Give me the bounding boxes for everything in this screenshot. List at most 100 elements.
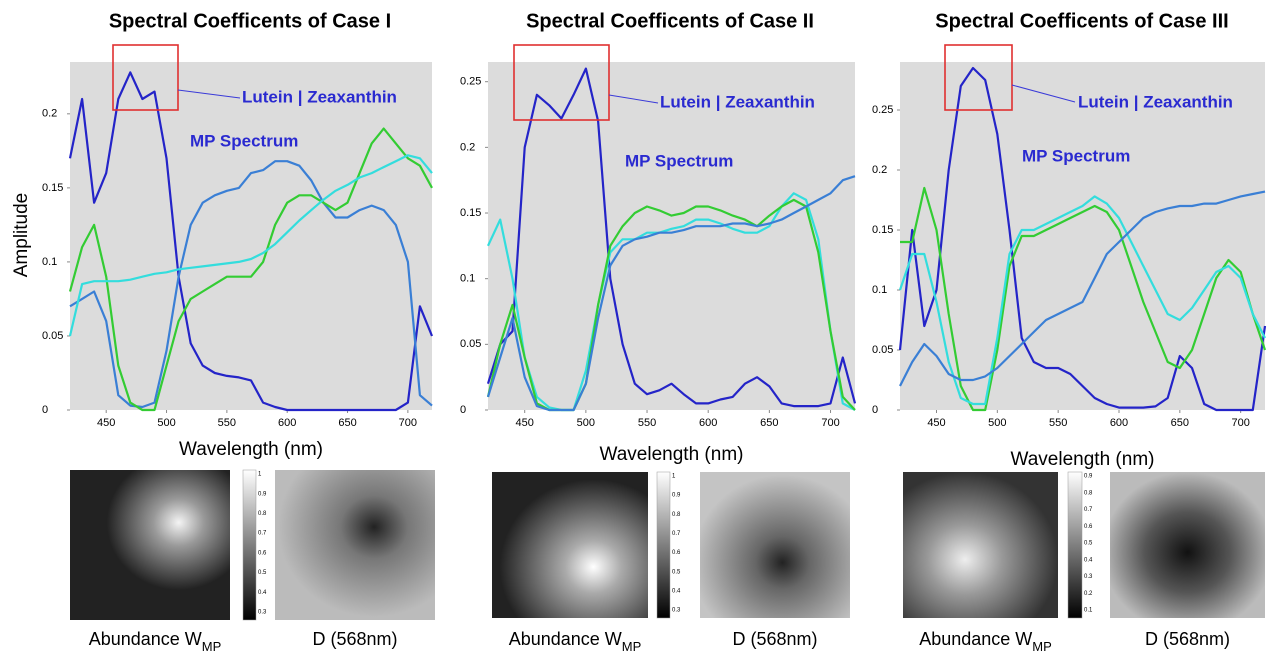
abundance-caption: Abundance WMP — [509, 629, 642, 654]
image-caption: D (568nm) — [1145, 629, 1230, 649]
chart-title: Spectral Coefficents of Case III — [935, 10, 1228, 32]
y-tick-label: 0 — [460, 404, 466, 416]
x-axis-label: Wavelength (nm) — [1011, 449, 1155, 470]
colorbar — [656, 471, 671, 619]
leader-line — [608, 94, 659, 104]
x-tick-label: 700 — [821, 417, 839, 429]
plot-area — [488, 62, 855, 410]
colorbar-tick-label: 1 — [672, 474, 676, 480]
x-tick-label: 650 — [338, 417, 356, 429]
colorbar-tick-label: 0.7 — [1084, 507, 1093, 513]
x-tick-label: 550 — [638, 417, 656, 429]
y-tick-label: 0.05 — [872, 344, 893, 356]
y-tick-label: 0.1 — [42, 256, 57, 268]
x-axis-label: Wavelength (nm) — [179, 439, 323, 460]
series-line — [898, 195, 1266, 406]
colorbar-tick-label: 0.3 — [258, 610, 267, 616]
colorbar — [1067, 471, 1083, 619]
y-tick-label: 0.1 — [872, 284, 887, 296]
colorbar-tick-label: 0.9 — [1084, 474, 1093, 480]
abundance-caption: Abundance WMP — [919, 629, 1052, 654]
series-line — [486, 175, 856, 412]
colorbar-tick-label: 1 — [258, 472, 262, 478]
y-tick-label: 0.05 — [42, 330, 63, 342]
highlight-box — [112, 44, 179, 111]
caption-text: Abundance W — [509, 629, 622, 649]
y-tick-label: 0 — [872, 404, 878, 416]
y-tick-label: 0.15 — [42, 182, 63, 194]
annotation: Lutein | Zeaxanthin — [242, 87, 397, 106]
colorbar-tick-label: 0.6 — [672, 550, 681, 556]
x-tick-label: 550 — [1049, 417, 1067, 429]
annotation: Lutein | Zeaxanthin — [660, 92, 815, 111]
x-tick-label: 650 — [760, 417, 778, 429]
retina-image — [1110, 472, 1265, 618]
abundance-map — [492, 472, 648, 618]
caption-subscript: MP — [1032, 639, 1052, 654]
y-tick-label: 0.25 — [460, 76, 481, 88]
series-line — [898, 66, 1267, 412]
colorbar-tick-label: 0.7 — [672, 531, 681, 537]
caption-subscript: MP — [622, 639, 642, 654]
series-line — [68, 71, 434, 412]
highlight-box — [513, 44, 610, 121]
y-tick-label: 0.2 — [872, 164, 887, 176]
y-tick-label: 0.2 — [460, 141, 475, 153]
series-line — [68, 127, 433, 412]
series-line — [68, 154, 433, 337]
x-tick-label: 450 — [516, 417, 534, 429]
colorbar-tick-label: 0.2 — [1084, 591, 1093, 597]
x-tick-label: 600 — [1110, 417, 1128, 429]
x-tick-label: 600 — [278, 417, 296, 429]
colorbar-tick-label: 0.6 — [1084, 524, 1093, 530]
annotation: MP Spectrum — [1022, 146, 1130, 165]
y-tick-label: 0.15 — [872, 224, 893, 236]
colorbar-tick-label: 0.9 — [258, 491, 267, 497]
abundance-caption: Abundance WMP — [89, 629, 222, 654]
retina-image — [275, 470, 435, 620]
abundance-map — [70, 470, 230, 620]
retina-image — [700, 472, 850, 618]
leader-line — [177, 89, 241, 99]
y-axis-label: Amplitude — [11, 193, 32, 278]
abundance-map — [903, 472, 1058, 618]
colorbar-tick-label: 0.8 — [258, 511, 267, 517]
colorbar-tick-label: 0.3 — [672, 608, 681, 614]
x-tick-label: 450 — [927, 417, 945, 429]
x-tick-label: 600 — [699, 417, 717, 429]
x-tick-label: 450 — [97, 417, 115, 429]
colorbar-tick-label: 0.5 — [672, 569, 681, 575]
image-caption: D (568nm) — [312, 629, 397, 649]
x-tick-label: 700 — [399, 417, 417, 429]
colorbar-tick-label: 0.4 — [258, 590, 267, 596]
y-tick-label: 0.25 — [872, 104, 893, 116]
image-caption: D (568nm) — [732, 629, 817, 649]
caption-text: Abundance W — [919, 629, 1032, 649]
highlight-box — [944, 44, 1013, 111]
colorbar-tick-label: 0.9 — [672, 493, 681, 499]
y-tick-label: 0.05 — [460, 338, 481, 350]
x-tick-label: 650 — [1171, 417, 1189, 429]
x-tick-label: 500 — [988, 417, 1006, 429]
x-axis-label: Wavelength (nm) — [600, 444, 744, 465]
x-tick-label: 500 — [577, 417, 595, 429]
colorbar-tick-label: 0.4 — [672, 588, 681, 594]
colorbar-tick-label: 0.6 — [258, 550, 267, 556]
plot-area — [900, 62, 1265, 410]
chart-title: Spectral Coefficents of Case I — [109, 10, 391, 32]
caption-text: Abundance W — [89, 629, 202, 649]
colorbar-tick-label: 0.4 — [1084, 557, 1093, 563]
colorbar — [242, 469, 257, 621]
leader-line — [1011, 84, 1076, 103]
annotation: MP Spectrum — [190, 131, 298, 150]
series-line — [487, 192, 856, 412]
y-tick-label: 0 — [42, 404, 48, 416]
colorbar-tick-label: 0.8 — [672, 512, 681, 518]
series-line — [486, 67, 857, 408]
series-line — [900, 186, 1267, 412]
y-tick-label: 0.2 — [42, 108, 57, 120]
y-tick-label: 0.1 — [460, 273, 475, 285]
colorbar-tick-label: 0.3 — [1084, 574, 1093, 580]
colorbar-tick-label: 0.5 — [258, 570, 267, 576]
